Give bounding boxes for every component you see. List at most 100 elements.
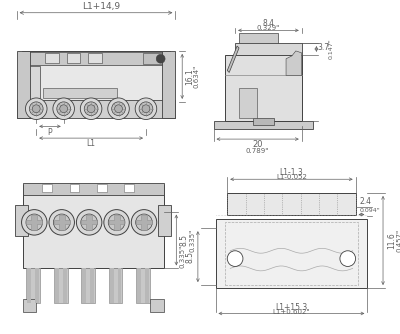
Bar	[137, 269, 141, 303]
Bar	[43, 88, 116, 98]
Bar	[42, 184, 52, 192]
Bar	[28, 269, 31, 303]
Circle shape	[81, 214, 98, 231]
Bar	[22, 183, 164, 195]
Bar	[88, 53, 102, 63]
Bar	[26, 269, 40, 303]
Circle shape	[104, 210, 129, 235]
Bar	[216, 219, 367, 288]
Circle shape	[22, 210, 47, 235]
Polygon shape	[109, 214, 124, 230]
Circle shape	[60, 105, 68, 113]
Circle shape	[227, 251, 243, 267]
Circle shape	[87, 105, 95, 113]
Circle shape	[57, 102, 70, 116]
Bar	[81, 269, 95, 303]
Circle shape	[139, 102, 153, 116]
Text: L1+15.3: L1+15.3	[275, 303, 308, 312]
Text: L1+0.602": L1+0.602"	[273, 310, 310, 316]
Bar	[225, 55, 302, 122]
Bar	[54, 269, 68, 303]
Circle shape	[32, 105, 40, 113]
Text: 0.634": 0.634"	[194, 65, 200, 88]
Text: 0.329": 0.329"	[257, 25, 280, 31]
Bar	[22, 65, 40, 101]
Bar	[110, 269, 114, 303]
Text: 0.335": 0.335"	[179, 245, 185, 268]
Circle shape	[112, 102, 125, 116]
Text: 8.5: 8.5	[186, 250, 194, 263]
Bar	[145, 269, 149, 303]
Circle shape	[26, 98, 47, 120]
Bar	[225, 222, 358, 285]
Text: 3.7: 3.7	[317, 42, 329, 51]
Bar	[22, 52, 170, 65]
Bar	[227, 193, 356, 214]
Text: 20: 20	[252, 141, 263, 150]
Bar	[214, 122, 314, 129]
Text: 0.147": 0.147"	[329, 39, 334, 59]
Bar	[22, 299, 36, 313]
Text: L1+14,9: L1+14,9	[82, 2, 120, 11]
Bar	[150, 299, 164, 313]
Text: 2.4: 2.4	[359, 197, 371, 206]
Bar	[162, 51, 175, 118]
Circle shape	[49, 210, 74, 235]
Bar	[158, 205, 172, 236]
Bar	[143, 53, 168, 64]
Circle shape	[53, 214, 70, 231]
Circle shape	[53, 98, 74, 120]
Text: 8.4: 8.4	[262, 19, 274, 28]
Text: L1: L1	[87, 140, 96, 149]
Text: 0.094": 0.094"	[360, 208, 381, 213]
Bar	[124, 184, 134, 192]
Bar	[82, 269, 86, 303]
Bar	[118, 269, 122, 303]
Bar	[67, 53, 80, 63]
Bar	[97, 184, 107, 192]
Text: 16.1: 16.1	[186, 68, 194, 85]
Circle shape	[108, 98, 129, 120]
Bar	[239, 88, 257, 118]
Text: 11.6: 11.6	[387, 232, 396, 249]
Text: P: P	[48, 128, 52, 137]
Circle shape	[26, 214, 43, 231]
Circle shape	[135, 98, 157, 120]
Circle shape	[29, 102, 43, 116]
Circle shape	[142, 105, 150, 113]
Polygon shape	[81, 214, 97, 230]
Circle shape	[84, 102, 98, 116]
Circle shape	[131, 210, 157, 235]
Text: 8.5: 8.5	[180, 234, 189, 246]
Circle shape	[80, 98, 102, 120]
Text: 0.789": 0.789"	[246, 148, 269, 154]
Text: 0.457": 0.457"	[397, 229, 400, 252]
Polygon shape	[227, 46, 239, 72]
Bar	[35, 269, 39, 303]
Bar	[22, 51, 170, 102]
Bar	[253, 118, 274, 125]
Circle shape	[156, 54, 165, 63]
Text: L1-1.3: L1-1.3	[280, 168, 303, 177]
Bar	[22, 185, 164, 269]
Circle shape	[340, 251, 356, 267]
Bar	[239, 33, 278, 43]
Circle shape	[76, 210, 102, 235]
Bar	[235, 43, 302, 55]
Polygon shape	[286, 51, 302, 75]
Text: 0.335": 0.335"	[189, 228, 195, 252]
Bar	[90, 269, 94, 303]
Circle shape	[108, 214, 125, 231]
Bar	[45, 53, 59, 63]
Circle shape	[136, 214, 152, 231]
Polygon shape	[136, 214, 152, 230]
Bar	[15, 205, 28, 236]
Text: L1-0.052: L1-0.052	[276, 174, 307, 180]
Bar	[17, 100, 175, 118]
Polygon shape	[26, 214, 42, 230]
Bar	[63, 269, 67, 303]
Bar	[70, 184, 79, 192]
Bar	[109, 269, 122, 303]
Bar	[136, 269, 150, 303]
Circle shape	[115, 105, 122, 113]
